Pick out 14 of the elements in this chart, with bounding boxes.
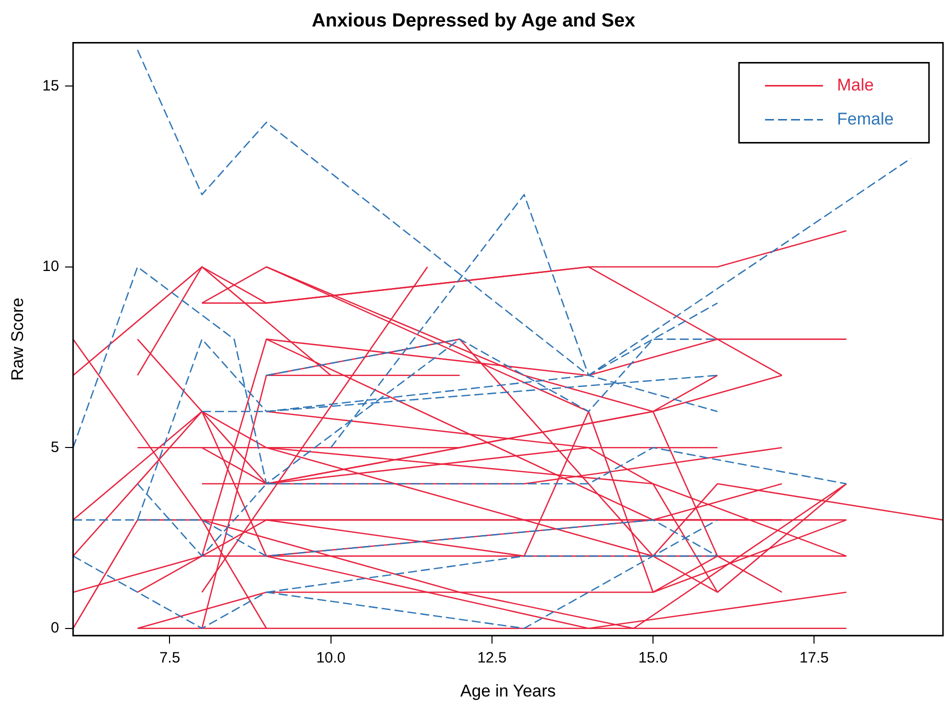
y-tick-label: 15 xyxy=(42,77,60,94)
x-tick-label: 15.0 xyxy=(638,650,668,667)
y-axis-title: Raw Score xyxy=(8,298,27,381)
y-tick-label: 0 xyxy=(50,620,60,637)
chart-title: Anxious Depressed by Age and Sex xyxy=(312,10,636,32)
x-tick-label: 17.5 xyxy=(800,650,829,667)
x-tick-label: 10.0 xyxy=(316,650,346,667)
legend-label: Male xyxy=(837,75,874,94)
y-tick-label: 5 xyxy=(50,438,60,456)
x-tick-label: 7.5 xyxy=(159,650,180,667)
x-tick-label: 12.5 xyxy=(477,650,507,667)
y-tick-label: 10 xyxy=(42,258,60,276)
legend-label: Female xyxy=(837,109,894,128)
x-axis-title: Age in Years xyxy=(460,681,556,700)
